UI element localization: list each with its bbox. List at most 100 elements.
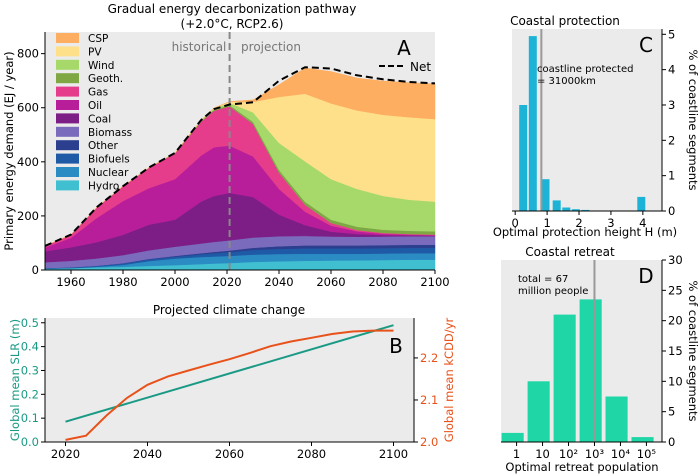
- panel-c-xtick-label: 2: [575, 216, 582, 230]
- panel-d-ytick-label: 25: [668, 283, 683, 297]
- panel-c-ytick-label: 2: [668, 133, 675, 147]
- panel-d-xlabel: Optimal retreat population: [505, 460, 658, 474]
- panel-a-ytick-label: 600: [17, 101, 39, 115]
- panel-a-ylabel: Primary energy demand (EJ / year): [2, 51, 16, 250]
- panel-b-right-ylabel: Global mean kCDD/yr: [442, 318, 456, 443]
- panel-c-annotation-line2: = 31000km: [537, 76, 596, 87]
- legend-swatch-other: [56, 140, 79, 151]
- panel-a-xtick-label: 2000: [160, 275, 189, 289]
- panel-d-bar: [631, 437, 654, 442]
- panel-b-right-ytick-label: 2.0: [420, 435, 438, 449]
- kcdd-line: [65, 329, 394, 441]
- panel-b-xtick-label: 2040: [133, 447, 162, 461]
- panel-c-ytick-label: 1: [668, 169, 675, 183]
- panel-b-left-ytick-label: 0.3: [21, 363, 39, 377]
- panel-d-letter: D: [638, 264, 653, 288]
- panel-c-bar: [562, 207, 571, 211]
- panel-d-xtick-label: 10³: [585, 447, 605, 461]
- panel-a-xtick-label: 2060: [316, 275, 345, 289]
- panel-c: Coastal protection coastline protected =…: [493, 14, 700, 239]
- panel-c-ytick-label: 5: [668, 27, 675, 41]
- panel-c-bar: [571, 209, 580, 211]
- panel-c-bar: [637, 196, 646, 211]
- panel-a-title: Gradual energy decarbonization pathway: [108, 2, 357, 16]
- panel-b-left-ytick-label: 0.5: [21, 316, 39, 330]
- panel-b-right-ytick-label: 2.2: [420, 351, 438, 365]
- panel-d-xtick-label: 10: [535, 447, 550, 461]
- panel-b-left-ylabel: Global mean SLR (m): [8, 319, 22, 441]
- panel-d-annotation-line1: total = 67: [518, 274, 568, 285]
- panel-b-xtick-label: 2080: [297, 447, 326, 461]
- panel-c-annotation-line1: coastline protected: [537, 64, 633, 75]
- panel-a-subtitle: (+2.0°C, RCP2.6): [181, 17, 284, 31]
- panel-a-ytick-label: 800: [17, 47, 39, 61]
- panel-c-xtick-label: 3: [607, 216, 614, 230]
- legend-label-other: Other: [88, 140, 118, 152]
- legend-label-csp: CSP: [88, 33, 108, 45]
- panel-a: Gradual energy decarbonization pathway (…: [2, 2, 450, 289]
- panel-d-ytick-label: 0: [668, 435, 675, 449]
- panel-c-ytick-label: 3: [668, 98, 675, 112]
- panel-a-ytick-label: 200: [17, 209, 39, 223]
- panel-a-ytick-label: 400: [17, 155, 39, 169]
- panel-d-bar: [501, 432, 524, 442]
- panel-d-xtick-label: 10⁵: [637, 447, 657, 461]
- panel-d-bar: [553, 314, 576, 442]
- legend-swatch-oil: [56, 100, 79, 110]
- panel-c-title: Coastal protection: [510, 14, 620, 28]
- net-legend-label: Net: [410, 60, 431, 74]
- legend-swatch-gas: [56, 86, 79, 97]
- panel-a-letter: A: [397, 36, 411, 60]
- panel-b-left-ytick-label: 0.4: [21, 340, 39, 354]
- legend-label-coal: Coal: [88, 113, 111, 125]
- panel-d-annotation-line2: million people: [518, 286, 588, 297]
- panel-b-xtick-label: 2100: [379, 447, 408, 461]
- panel-d-bar: [527, 381, 550, 442]
- panel-a-xtick-label: 1980: [108, 275, 137, 289]
- legend-swatch-biofuels: [56, 153, 79, 164]
- panel-c-bar: [541, 179, 550, 211]
- panel-d-ytick-label: 15: [668, 344, 683, 358]
- panel-c-ytick-label: 4: [668, 63, 675, 77]
- panel-c-axes: 0 1 2 3 4 0 1 2 3 4 5: [512, 27, 676, 230]
- net-line: [44, 66, 436, 247]
- panel-b: Projected climate change B 2020 2040 2060 2…: [8, 303, 456, 461]
- panel-b-plot-area: [45, 318, 414, 442]
- panel-c-bar: [581, 209, 590, 211]
- panel-c-xtick-label: 4: [639, 216, 646, 230]
- panel-a-xtick-label: 2100: [420, 275, 449, 289]
- panel-a-ytick-label: 0: [32, 263, 39, 277]
- legend-label-geoth: Geoth.: [88, 73, 123, 85]
- panel-b-xtick-label: 2060: [215, 447, 244, 461]
- panel-a-xtick-label: 1960: [56, 275, 85, 289]
- panel-c-bar: [519, 105, 528, 211]
- panel-c-xtick-label: 1: [543, 216, 550, 230]
- historical-label: historical: [172, 40, 227, 54]
- panel-d-ytick-label: 5: [668, 405, 675, 419]
- panel-a-xtick-label: 2040: [264, 275, 293, 289]
- panel-d-axes: 1 10 10² 10³ 10⁴ 10⁵ 0 5 10 15 20 25 30: [501, 253, 683, 461]
- legend-swatch-geoth: [56, 73, 79, 84]
- projection-label: projection: [241, 40, 301, 54]
- panel-b-right-ytick-label: 2.1: [420, 393, 438, 407]
- panel-c-plot-area: [512, 29, 662, 211]
- panel-a-y-axis: 0 200 400 600 800: [17, 32, 46, 277]
- panel-b-left-ytick-label: 0.0: [21, 435, 39, 449]
- panel-d-ytick-label: 10: [668, 374, 683, 388]
- panel-c-bar: [552, 200, 561, 211]
- panel-d-bar: [579, 299, 602, 442]
- panel-c-bars: [519, 36, 646, 211]
- panel-a-xtick-label: 2020: [212, 275, 241, 289]
- slr-line: [65, 324, 394, 423]
- panel-b-left-ytick-label: 0.2: [21, 387, 39, 401]
- panel-d: Coastal retreat total = 67 million peopl…: [501, 245, 700, 474]
- panel-c-letter: C: [639, 33, 653, 57]
- panel-c-ytick-label: 0: [668, 204, 675, 218]
- panel-b-title: Projected climate change: [153, 303, 305, 317]
- panel-c-xtick-label: 0: [512, 216, 519, 230]
- panel-c-xlabel: Optimal protection height H (m): [493, 225, 677, 239]
- legend-label-biomass: Biomass: [88, 127, 132, 139]
- legend-swatch-nuclear: [56, 167, 79, 177]
